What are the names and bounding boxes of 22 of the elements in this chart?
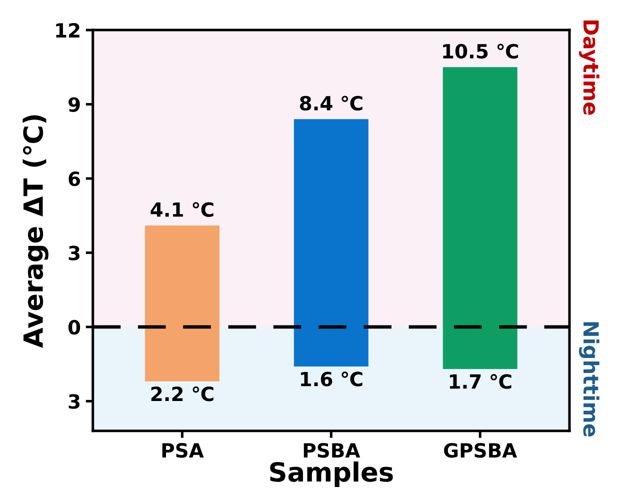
annotation: 10.5 ℃ bbox=[443, 44, 518, 59]
y-tick-label: 3 bbox=[68, 246, 80, 260]
annotation: 2.2 ℃ bbox=[151, 386, 214, 402]
annotation: 1.6 ℃ bbox=[300, 372, 362, 386]
bar bbox=[294, 119, 368, 367]
annotation: 8.4 ℃ bbox=[300, 96, 362, 111]
y-axis-title: Average ΔT (℃) bbox=[22, 115, 48, 348]
x-axis-title: Samples bbox=[270, 461, 393, 488]
y-tick-label: 9 bbox=[68, 97, 80, 112]
x-tick-label: PSA bbox=[162, 443, 204, 458]
band-label: Nighttime bbox=[579, 322, 600, 437]
x-tick-label: PSBA bbox=[304, 443, 360, 458]
y-tick-label: 3 bbox=[68, 394, 80, 409]
bar bbox=[442, 67, 518, 370]
x-tick-label: GPSBA bbox=[444, 443, 518, 458]
annotation: 4.1 ℃ bbox=[150, 202, 214, 217]
bar bbox=[144, 226, 220, 382]
band-label: Daytime bbox=[579, 20, 600, 115]
annotation: 1.7 ℃ bbox=[450, 374, 512, 389]
y-tick-label: 0 bbox=[68, 320, 80, 335]
y-tick-label: 6 bbox=[68, 171, 80, 186]
y-tick-label: 12 bbox=[56, 23, 80, 38]
